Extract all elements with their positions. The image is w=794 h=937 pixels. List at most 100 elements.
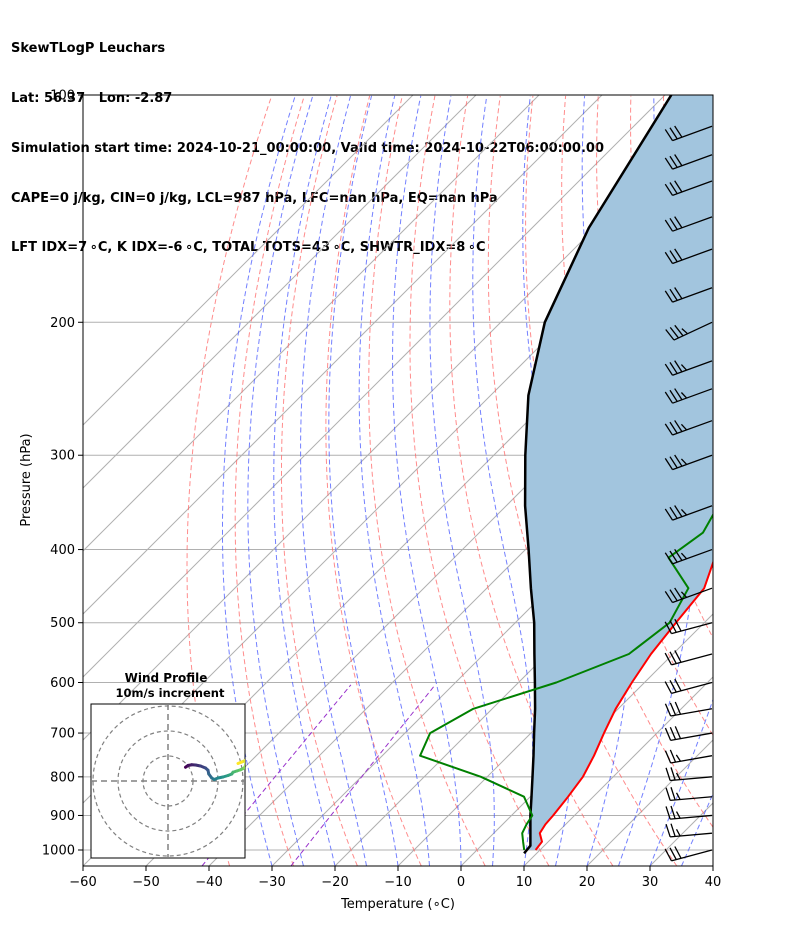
y-axis-label: Pressure (hPa) (19, 433, 34, 526)
wind-barb (664, 548, 713, 565)
mixing-ratio-line (201, 684, 352, 866)
axes: −60 −50 −40 −30 −20 −10 0 10 20 30 40 1000 900 800 700… (42, 89, 721, 891)
hodograph-subtitle: 10m/s increment (116, 686, 225, 700)
isotherm (712, 865, 713, 866)
x-tick-label: −40 (195, 875, 222, 890)
dry-adiabat (325, 95, 422, 866)
wind-barb (664, 420, 713, 436)
chart-title: SkewTLogP Leuchars (11, 41, 166, 57)
y-tick-label: 700 (50, 727, 75, 742)
wind-barb (664, 726, 713, 741)
stability-indices-2: LFT IDX=7 ∘C, K IDX=-6 ∘C, TOTAL TOTS=43… (11, 240, 486, 256)
isotherm (83, 95, 666, 678)
hodograph-plot (91, 704, 245, 858)
isotherm (83, 95, 477, 489)
wind-barb (664, 678, 713, 695)
dry-adiabat (281, 95, 358, 866)
x-tick-label: −60 (69, 875, 96, 890)
x-tick-label: 10 (516, 875, 533, 890)
mixing-ratio-line (290, 684, 436, 866)
y-tick-label: 200 (50, 316, 75, 331)
x-tick-label: −10 (384, 875, 411, 890)
y-tick-label: 1000 (42, 844, 75, 859)
moist-adiabat (472, 95, 534, 866)
moist-adiabat (391, 95, 462, 866)
isotherm (776, 95, 794, 866)
wind-barb (665, 321, 713, 341)
dewpoint-profile-line (419, 512, 713, 851)
x-tick-label: −20 (321, 875, 348, 890)
moist-adiabat (300, 95, 367, 866)
wind-barb (664, 388, 713, 404)
wind-barb (665, 767, 713, 782)
hodograph-segment (244, 761, 245, 767)
y-tick-label: 600 (50, 676, 75, 691)
wind-barb (664, 846, 713, 862)
profiles (419, 95, 713, 855)
dry-adiabat (409, 95, 550, 866)
isotherm (397, 550, 713, 866)
wind-barb (664, 287, 713, 303)
wind-barb (664, 701, 713, 717)
wind-barb (664, 454, 713, 471)
wind-barb (664, 505, 713, 521)
hodograph-segment (236, 760, 244, 765)
isotherm (83, 95, 603, 615)
moist-adiabat (328, 95, 399, 866)
x-tick-label: 20 (579, 875, 596, 890)
wind-barb (664, 650, 713, 666)
y-tick-label: 300 (50, 449, 75, 464)
cape-cin-fill (525, 95, 713, 850)
x-tick-label: 40 (705, 875, 722, 890)
wind-barb (665, 787, 713, 802)
moist-adiabat (358, 95, 430, 866)
wind-barb (664, 216, 713, 232)
stability-indices-1: CAPE=0 j/kg, CIN=0 j/kg, LCL=987 hPa, LF… (11, 190, 498, 206)
dry-adiabat (234, 95, 305, 866)
moist-adiabat (712, 864, 713, 866)
y-tick-label: 500 (50, 616, 75, 631)
x-axis-label: Temperature (∘C) (340, 897, 455, 912)
dry-adiabat (487, 95, 678, 866)
x-tick-label: −50 (132, 875, 159, 890)
wind-barb (665, 823, 713, 838)
wind-barb (664, 248, 713, 265)
y-tick-label: 400 (50, 543, 75, 558)
moist-adiabat (429, 95, 495, 866)
y-tick-label: 100 (50, 89, 75, 104)
moist-adiabat (649, 698, 713, 866)
hodograph-ring (117, 730, 219, 832)
cape-fill-layer (525, 95, 713, 850)
isotherm (523, 676, 713, 866)
wind-barb (664, 360, 713, 376)
chart-header: SkewTLogP Leuchars Lat: 56.37 Lon: -2.87… (11, 8, 604, 274)
time-text: Simulation start time: 2024-10-21_00:00:… (11, 140, 604, 156)
dry-adiabat (525, 95, 713, 829)
isotherm (83, 95, 414, 426)
temperature-profile-line (534, 559, 713, 851)
dry-adiabat (729, 96, 794, 866)
wind-barb (664, 180, 713, 197)
y-tick-label: 900 (50, 809, 75, 824)
wind-barb (665, 805, 713, 820)
dry-adiabat (762, 96, 794, 866)
x-tick-label: 0 (457, 875, 465, 890)
x-tick-label: −30 (258, 875, 285, 890)
isotherm (334, 487, 713, 866)
wind-barb (664, 154, 713, 170)
wind-barb (664, 749, 713, 764)
wind-barb (664, 125, 713, 142)
y-tick-label: 800 (50, 770, 75, 785)
moist-adiabat (581, 95, 633, 866)
wind-barbs (664, 125, 713, 862)
wind-barb (664, 618, 713, 635)
dry-adiabat (561, 95, 713, 737)
isotherm (83, 95, 540, 552)
wind-barb (664, 587, 713, 604)
x-tick-label: 30 (642, 875, 659, 890)
hodograph-title: Wind Profile (125, 671, 208, 685)
moist-adiabat (247, 95, 314, 866)
hodograph: Wind Profile 10m/s increment (90, 671, 246, 859)
moist-adiabat (273, 95, 336, 866)
